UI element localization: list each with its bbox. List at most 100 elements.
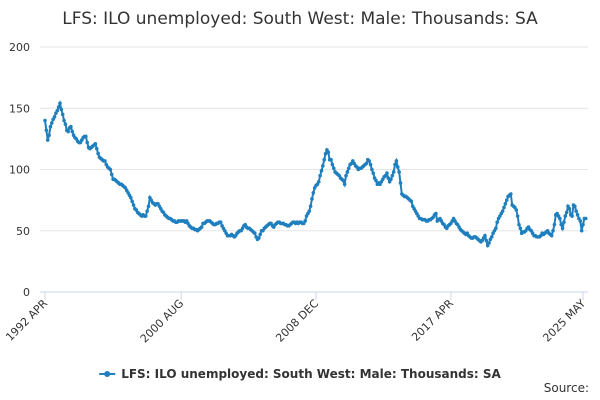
point [575,213,580,217]
point [487,241,491,245]
point [500,209,505,213]
point [55,108,60,113]
point [331,166,336,171]
point [517,222,521,227]
point [58,101,62,106]
point [311,190,316,195]
point [62,118,66,123]
point [199,225,204,229]
point [84,134,88,139]
point [303,219,307,223]
point [434,211,438,216]
point [581,222,585,227]
point [345,170,350,174]
point [131,203,136,207]
point [390,173,395,178]
point [570,214,574,218]
point [504,198,509,202]
point [368,162,373,167]
point [560,226,565,231]
point [321,164,325,168]
point [60,112,65,117]
point [552,222,557,227]
point [509,192,513,196]
point [59,107,64,112]
point [398,181,403,185]
legend-marker [104,371,111,377]
point [129,195,133,200]
point [502,205,506,210]
point [258,232,263,237]
point [146,204,151,209]
point [503,202,508,206]
point [389,177,393,182]
point [103,159,107,163]
point [52,115,57,119]
point [45,138,50,142]
point [397,170,401,174]
point [489,235,494,239]
point [483,233,487,238]
point [495,220,499,224]
point [44,128,49,133]
point [310,197,314,201]
point [394,159,399,163]
point [370,167,374,172]
point [367,159,371,163]
point [342,182,347,186]
point [385,171,389,175]
point [494,226,498,231]
point [63,122,68,126]
point [386,176,391,180]
point [518,226,523,231]
point [393,162,397,167]
point [574,209,578,213]
point [326,150,331,155]
point [96,151,100,156]
point [573,204,577,209]
point [579,228,584,233]
point [329,157,333,162]
markers [43,101,588,248]
point [583,216,588,221]
point [252,231,257,235]
chart-title: LFS: ILO unemployed: South West: Male: T… [62,9,538,29]
point [47,133,51,137]
point [562,220,566,224]
point [143,214,148,218]
point [549,233,554,238]
point [371,171,376,175]
point [109,172,114,177]
point [515,214,520,218]
point [50,121,54,125]
point [257,236,261,240]
point [318,173,322,178]
x-tick-label: 2025 MAY [540,297,588,345]
point [559,222,564,227]
x-tick-label: 1992 APR [3,297,50,344]
point [108,167,113,172]
point [94,146,99,151]
point [341,178,346,183]
point [319,168,324,173]
y-tick-label: 150 [9,102,30,115]
point [563,214,568,218]
point [578,219,583,223]
point [395,165,400,169]
point [43,118,47,123]
y-tick-label: 200 [9,41,30,54]
point [391,170,396,174]
point [344,173,348,178]
series-line [44,99,586,249]
source: Source: [544,381,589,395]
point [374,178,378,183]
point [558,216,562,221]
legend-label: LFS: ILO unemployed: South West: Male: T… [121,367,501,381]
legend-item: LFS: ILO unemployed: South West: Male: T… [99,367,502,381]
point [308,204,313,209]
point [409,199,414,204]
point [130,199,134,204]
point [564,210,569,215]
point [330,162,335,167]
